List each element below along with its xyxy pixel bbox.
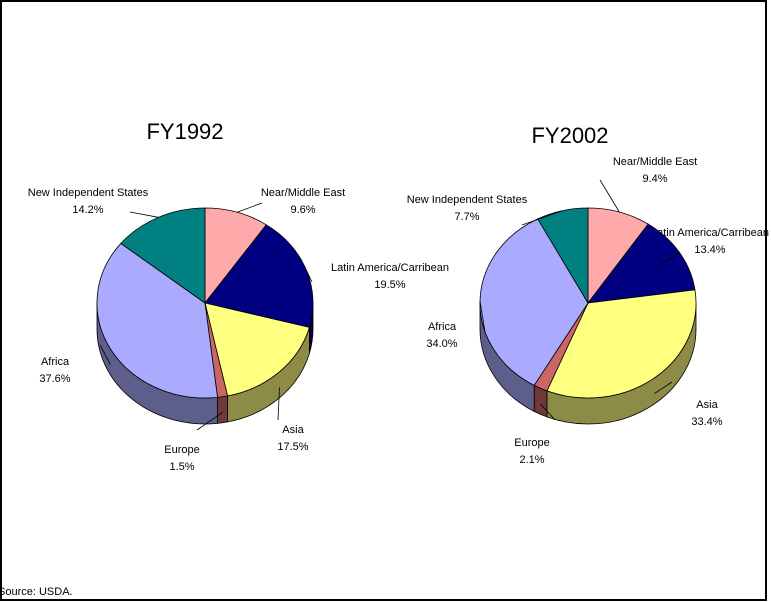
- slice-label: Asia: [282, 424, 304, 436]
- slice: [204, 224, 314, 328]
- slice-value-label: 1.5%: [169, 461, 194, 473]
- leader-line: [521, 210, 563, 226]
- leader-line: [540, 403, 556, 421]
- slice: [120, 207, 206, 304]
- leader-line: [599, 179, 620, 213]
- chart-title: FY2002: [531, 123, 608, 148]
- source: Source: USDA.: [0, 586, 73, 598]
- slice-value-label: 17.5%: [277, 441, 308, 453]
- slice-label: Latin America/Carribean: [651, 227, 769, 239]
- slice-label: Latin America/Carribean: [331, 262, 449, 274]
- leader-line: [305, 269, 313, 283]
- leader-line: [99, 344, 111, 365]
- leader-line: [196, 412, 223, 431]
- slice-value-label: 34.0%: [426, 338, 457, 350]
- slice-value-label: 9.6%: [290, 204, 315, 216]
- slice-value-label: 2.1%: [519, 454, 544, 466]
- leader-line: [659, 252, 680, 266]
- slice-value-label: 37.6%: [39, 373, 70, 385]
- leader-line: [236, 202, 263, 213]
- slice-value-label: 19.5%: [374, 279, 405, 291]
- slice-label: Near/Middle East: [613, 156, 697, 168]
- slice-label: Europe: [164, 444, 199, 456]
- leader-line: [129, 211, 159, 218]
- chart-title: FY1992: [146, 119, 223, 144]
- leader-line: [277, 387, 280, 421]
- slice-label: Africa: [41, 356, 70, 368]
- slice: [546, 289, 697, 399]
- leader-line: [479, 301, 486, 333]
- slice-label: New Independent States: [28, 187, 149, 199]
- leader-line: [653, 381, 673, 394]
- slice-value-label: 9.4%: [642, 173, 667, 185]
- slice-value-label: 33.4%: [691, 416, 722, 428]
- slice: [96, 242, 218, 399]
- slice-label: New Independent States: [407, 194, 528, 206]
- slice-side: [217, 395, 228, 424]
- slice-value-label: 14.2%: [72, 204, 103, 216]
- slice: [204, 302, 310, 397]
- slice-value-label: 7.7%: [454, 211, 479, 223]
- slice-label: Near/Middle East: [261, 187, 345, 199]
- slice-value-label: 13.4%: [694, 244, 725, 256]
- slice-label: Africa: [428, 321, 457, 333]
- slice-label: Europe: [514, 437, 549, 449]
- slice-label: Asia: [696, 399, 718, 411]
